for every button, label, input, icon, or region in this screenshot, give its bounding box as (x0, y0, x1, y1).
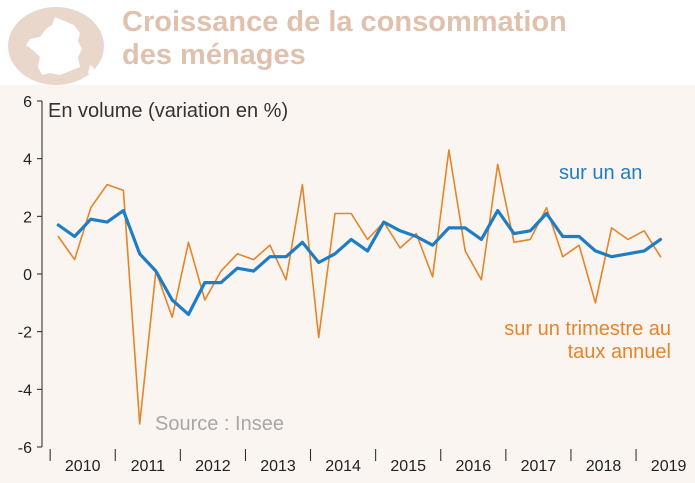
plot-background (0, 85, 695, 483)
x-tick-label: 2010 (65, 458, 101, 475)
x-tick-label: 2018 (586, 458, 622, 475)
x-tick-label: 2011 (131, 458, 166, 475)
chart-title: Croissance de la consommation des ménage… (122, 6, 682, 72)
chart-subtitle: En volume (variation en %) (48, 100, 289, 122)
y-tick-label: -2 (18, 325, 32, 342)
x-tick-label: 2015 (390, 458, 426, 475)
france-map-icon (8, 7, 104, 85)
series-label-quarterly-line-2: taux annuel (567, 341, 671, 363)
y-tick-label: 4 (23, 152, 32, 169)
x-tick-label: 2012 (195, 458, 231, 475)
title-line-1: Croissance de la consommation (122, 6, 567, 38)
header: Croissance de la consommation des ménage… (0, 0, 695, 85)
y-tick-label: -4 (18, 382, 32, 399)
y-tick-label: -6 (18, 440, 32, 457)
y-tick-label: 6 (23, 94, 32, 111)
x-ticks: 2010 2011 2012 2013 2014 2015 2016 2017 2018 2019 (49, 449, 687, 475)
x-tick-label: 2013 (260, 458, 296, 475)
source-note: Source : Insee (155, 413, 284, 435)
series-line-annual (56, 209, 663, 316)
series-label-annual: sur un an (559, 162, 642, 185)
x-tick-label: 2017 (521, 458, 557, 475)
series-line-quarterly (57, 149, 662, 425)
series-label-quarterly-line-1: sur un trimestre au (504, 318, 671, 340)
y-tick-label: 2 (23, 209, 32, 226)
series-layer (56, 149, 663, 425)
series-label-quarterly: sur un trimestre au taux annuel (391, 318, 671, 364)
x-tick-label: 2016 (456, 458, 492, 475)
title-line-2: des ménages (122, 39, 306, 71)
france-map-shape (26, 17, 94, 75)
y-tick-label: 0 (23, 267, 32, 284)
y-ticks: -6 -4 -2 0 2 4 6 (18, 94, 42, 457)
x-tick-label: 2019 (651, 458, 687, 475)
series-label-annual-line: sur un an (559, 162, 643, 184)
x-tick-label: 2014 (325, 458, 361, 475)
